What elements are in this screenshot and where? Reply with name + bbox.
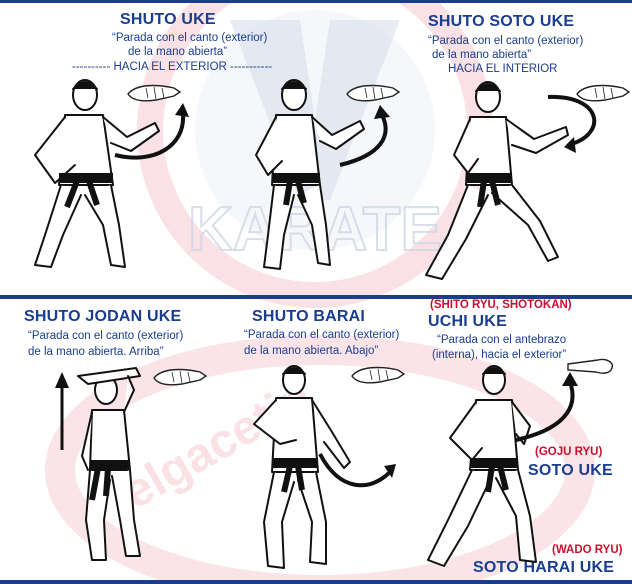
middle-rule (0, 295, 632, 299)
bottom-rule (0, 580, 632, 584)
karateka-figure-shuto-jodan-uke (55, 367, 141, 561)
panel-desc-line3: HACIA EL INTERIOR (448, 63, 558, 75)
karateka-figure-shuto-soto-uke (425, 81, 597, 280)
panel-desc-line1: “Parada con el antebrazo (437, 334, 567, 346)
panel-desc-line1: “Parada con el canto (exterior) (428, 35, 584, 47)
school-label-wado-ryu: (WADO RYU) (552, 544, 623, 556)
alias-title-soto-harai-uke: SOTO HARAI UKE (473, 559, 615, 576)
panel-desc-line2: de la mano abierta” (128, 46, 228, 58)
panel-desc-line1: “Parada con el canto (exterior) (28, 330, 184, 342)
school-label-goju-ryu: (GOJU RYU) (535, 446, 603, 458)
karateka-figure-uchi-uke (427, 365, 578, 567)
panel-desc-line1: “Parada con el canto (exterior) (112, 32, 268, 44)
forearm-icon (567, 358, 613, 374)
top-rule (0, 0, 632, 3)
panel-title-shuto-soto-uke: SHUTO SOTO UKE (428, 13, 575, 30)
alias-title-soto-uke: SOTO UKE (528, 462, 613, 479)
panel-title-shuto-barai: SHUTO BARAI (252, 308, 366, 325)
karateka-figure-shuto-barai (253, 365, 396, 569)
panel-desc-line2: de la mano abierta. Abajo” (244, 345, 379, 357)
karateka-figure-shuto-uke-variant (255, 79, 390, 270)
open-hand-icon (127, 84, 182, 102)
open-hand-icon (346, 84, 401, 102)
karateka-figure-shuto-uke (34, 79, 189, 268)
panel-desc-line2: (interna), hacia el exterior” (432, 349, 567, 361)
panel-title-shuto-uke: SHUTO UKE (120, 11, 216, 28)
open-hand-icon (576, 84, 631, 102)
school-label-shito-shotokan: (SHITO RYU, SHOTOKAN) (430, 299, 572, 311)
panel-title-shuto-jodan-uke: SHUTO JODAN UKE (24, 308, 182, 325)
panel-desc-line3: ---------- HACIA EL EXTERIOR ----------- (72, 61, 273, 73)
panel-desc-line2: de la mano abierta. Arriba” (28, 346, 164, 358)
panel-desc-line1: “Parada con el canto (exterior) (244, 329, 400, 341)
panel-desc-line2: de la mano abierta” (432, 49, 532, 61)
panel-title-uchi-uke: UCHI UKE (428, 313, 507, 330)
open-hand-icon (153, 368, 208, 386)
open-hand-icon (351, 366, 406, 384)
